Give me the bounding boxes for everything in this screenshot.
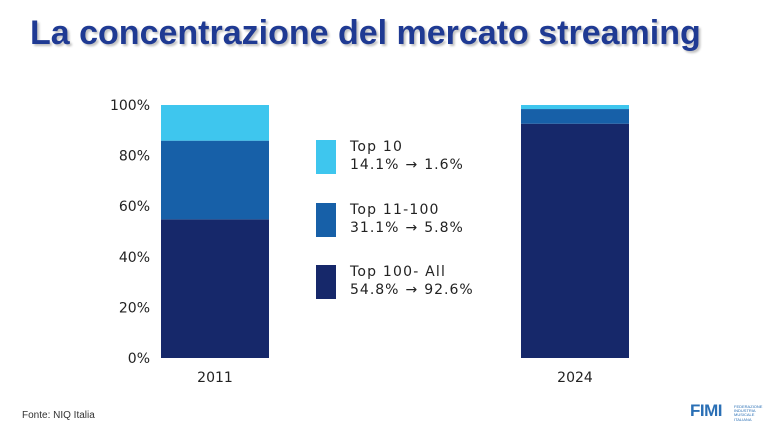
bar-segment-2024-top-11-100: [521, 109, 629, 124]
bar-segment-2011-top-10: [161, 105, 269, 141]
legend-to-top10: 1.6%: [424, 157, 464, 173]
legend-label-top100-all: Top 100- All: [350, 264, 447, 280]
x-category-label: 2011: [197, 370, 233, 386]
legend-values-top100-all: 54.8% → 92.6%: [350, 282, 474, 298]
y-tick-label: 0%: [128, 351, 150, 367]
y-tick-label: 100%: [110, 98, 150, 114]
arrow-icon: →: [405, 157, 419, 173]
legend-label-top11-100: Top 11-100: [350, 202, 440, 218]
legend-label-top10: Top 10: [350, 139, 404, 155]
x-category-label: 2024: [557, 370, 593, 386]
y-tick-label: 40%: [119, 250, 150, 266]
arrow-icon: →: [405, 282, 419, 298]
legend-item-top100-all: Top 100- All 54.8% → 92.6%: [316, 264, 556, 305]
bar-segment-2011-top-11-100: [161, 140, 269, 220]
legend-swatch-top10: [316, 140, 336, 174]
y-tick-label: 80%: [119, 149, 150, 165]
legend-item-top10: Top 10 14.1% → 1.6%: [316, 139, 556, 180]
y-tick-label: 20%: [119, 300, 150, 316]
legend-to-top100-all: 92.6%: [424, 282, 474, 298]
legend-values-top10: 14.1% → 1.6%: [350, 157, 464, 173]
fimi-logo: FIMI Federazione Industria Musicale Ital…: [690, 401, 762, 425]
legend-from-top10: 14.1%: [350, 157, 400, 173]
bar-segment-2011-top-100-all: [161, 219, 269, 358]
source-note: Fonte: NIQ Italia: [22, 410, 95, 421]
logo-wordmark: FIMI: [690, 401, 723, 420]
legend-values-top11-100: 31.1% → 5.8%: [350, 220, 464, 236]
logo-subtitle: Federazione Industria Musicale Italiana: [734, 404, 763, 422]
legend-to-top11-100: 5.8%: [424, 220, 464, 236]
page-title: La concentrazione del mercato streaming: [30, 14, 701, 52]
bar-segment-2024-top-10: [521, 105, 629, 110]
bar-segment-2024-top-100-all: [521, 123, 629, 358]
legend-from-top11-100: 31.1%: [350, 220, 400, 236]
legend-swatch-top100-all: [316, 265, 336, 299]
y-tick-label: 60%: [119, 199, 150, 215]
legend-item-top11-100: Top 11-100 31.1% → 5.8%: [316, 202, 556, 243]
arrow-icon: →: [405, 220, 419, 236]
legend-from-top100-all: 54.8%: [350, 282, 400, 298]
legend-swatch-top11-100: [316, 203, 336, 237]
